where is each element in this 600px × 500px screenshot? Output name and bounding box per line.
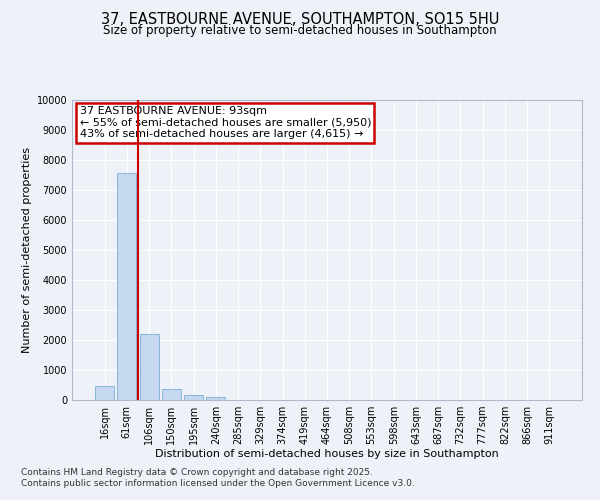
Bar — [95, 386, 114, 400]
X-axis label: Distribution of semi-detached houses by size in Southampton: Distribution of semi-detached houses by … — [155, 448, 499, 458]
Text: Contains HM Land Registry data © Crown copyright and database right 2025.
Contai: Contains HM Land Registry data © Crown c… — [21, 468, 415, 487]
Text: Size of property relative to semi-detached houses in Southampton: Size of property relative to semi-detach… — [103, 24, 497, 37]
Bar — [118, 172, 136, 400]
Bar — [184, 396, 203, 400]
Text: 37 EASTBOURNE AVENUE: 93sqm
← 55% of semi-detached houses are smaller (5,950)
43: 37 EASTBOURNE AVENUE: 93sqm ← 55% of sem… — [80, 106, 371, 139]
Bar — [140, 334, 158, 400]
Text: 37, EASTBOURNE AVENUE, SOUTHAMPTON, SO15 5HU: 37, EASTBOURNE AVENUE, SOUTHAMPTON, SO15… — [101, 12, 499, 28]
Bar — [206, 398, 225, 400]
Y-axis label: Number of semi-detached properties: Number of semi-detached properties — [22, 147, 32, 353]
Bar — [162, 388, 181, 400]
